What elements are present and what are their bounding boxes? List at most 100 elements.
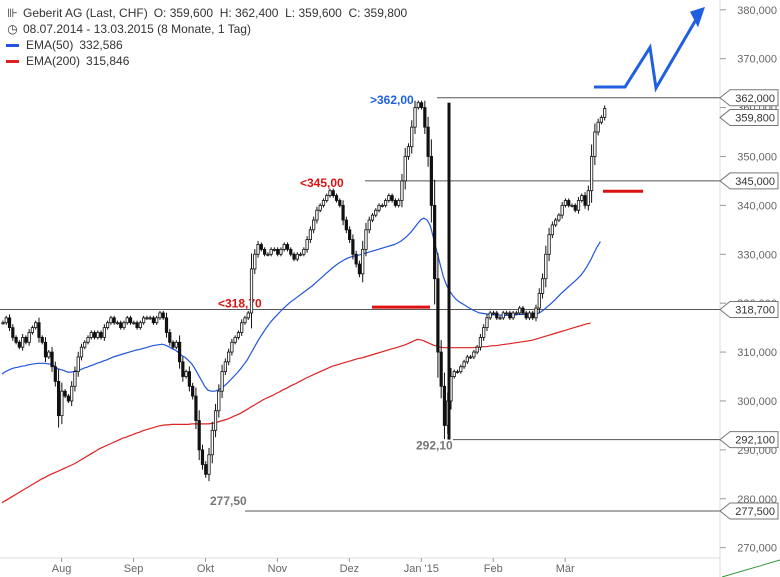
candle-body — [128, 317, 133, 324]
candle-body — [56, 381, 61, 417]
candle-body — [537, 292, 541, 309]
candle-body — [576, 200, 581, 211]
candle-body — [70, 385, 74, 402]
candle-body — [511, 312, 515, 319]
candle-body — [14, 336, 18, 343]
y-tick-label: 370,000 — [737, 54, 777, 66]
candle-body — [596, 121, 600, 133]
candle-body — [262, 248, 267, 255]
candle-body — [53, 366, 57, 382]
candle-body — [387, 195, 391, 201]
candle-body — [177, 341, 182, 363]
level-tag-text: 345,000 — [735, 176, 775, 188]
candle-body — [308, 229, 312, 241]
candlestick-icon: ⊪ — [7, 6, 18, 20]
candle-body — [112, 317, 116, 324]
level-label: <318,70 — [218, 297, 262, 311]
candle-body — [204, 464, 208, 475]
candle-body — [374, 209, 378, 216]
candle-body — [171, 341, 175, 348]
candle-body — [109, 317, 113, 324]
y-tick-label: 270,000 — [737, 543, 777, 555]
ema200-swatch — [6, 59, 19, 63]
candle-body — [161, 312, 165, 319]
x-tick-label: Mär — [556, 563, 575, 575]
level-tag-text: 277,500 — [735, 506, 775, 518]
candle-body — [213, 410, 218, 431]
candle-body — [125, 317, 129, 324]
candle-body — [364, 229, 368, 250]
candle-body — [485, 317, 489, 329]
candle-body — [501, 312, 505, 319]
level-price-tag — [719, 172, 779, 190]
candle-body — [383, 200, 388, 206]
candle-body — [426, 126, 430, 157]
candle-body — [253, 253, 257, 270]
candle-body — [403, 156, 407, 182]
candle-body — [413, 107, 417, 128]
candle-body — [567, 200, 571, 206]
legend-range-row: ◷ 08.07.2014 - 13.03.2015 (8 Monate, 1 T… — [6, 21, 407, 37]
candle-body — [269, 248, 273, 255]
x-tick-label: Sep — [124, 563, 144, 575]
candle-body — [393, 200, 398, 206]
candle-body — [478, 336, 483, 348]
candle-body — [210, 429, 214, 456]
candle-body — [266, 253, 270, 256]
candle-body — [593, 131, 597, 157]
candle-body — [50, 351, 54, 368]
candle-body — [220, 371, 224, 392]
y-tick-label: 350,000 — [737, 151, 777, 163]
candle-body — [482, 327, 486, 338]
x-tick-label: Aug — [52, 563, 72, 575]
candle-body — [99, 332, 103, 338]
candle-body — [184, 371, 188, 377]
candle-body — [318, 204, 322, 211]
candle-body — [370, 214, 375, 221]
candle-body — [34, 322, 38, 329]
candle-body — [550, 224, 554, 236]
candle-body — [315, 209, 319, 221]
candle-body — [459, 366, 463, 373]
candle-body — [7, 317, 12, 329]
candle-body — [397, 200, 401, 206]
candle-body — [504, 312, 509, 315]
candle-body — [76, 356, 80, 373]
level-price-tag — [719, 431, 779, 449]
candles-group — [1, 100, 607, 482]
candle-body — [439, 351, 443, 387]
x-tick-label: Nov — [268, 563, 288, 575]
level-tag-text: 362,000 — [735, 93, 775, 105]
trend-line-fragment — [721, 559, 780, 577]
candle-body — [531, 312, 535, 319]
y-tick-label: 300,000 — [737, 396, 777, 408]
candle-body — [521, 307, 525, 314]
level-label: >362,00 — [370, 93, 414, 107]
candle-body — [86, 336, 90, 343]
candle-body — [475, 346, 479, 353]
instrument-title: Geberit AG (Last, CHF) — [23, 6, 148, 20]
candle-body — [194, 395, 198, 421]
candle-body — [462, 361, 466, 368]
candle-body — [164, 317, 169, 333]
candle-body — [534, 307, 538, 319]
level-price-tag — [719, 89, 779, 107]
chart-legend: ⊪ Geberit AG (Last, CHF) O: 359,600 H: 3… — [6, 5, 407, 69]
candle-body — [495, 312, 499, 319]
candle-body — [367, 219, 371, 231]
level-tag-text: 292,100 — [735, 435, 775, 447]
candle-body — [227, 351, 231, 363]
candle-body — [406, 146, 411, 157]
candle-body — [390, 195, 394, 201]
level-price-tag — [719, 502, 779, 520]
x-tick-label: Feb — [484, 563, 503, 575]
gap-down-candle — [447, 102, 451, 440]
candle-body — [73, 371, 77, 387]
candle-body — [155, 317, 159, 324]
date-range: 08.07.2014 - 13.03.2015 (8 Monate, 1 Tag… — [23, 22, 251, 36]
candle-body — [279, 248, 283, 255]
candle-body — [321, 200, 326, 206]
candle-body — [344, 219, 348, 231]
legend-title-row: ⊪ Geberit AG (Last, CHF) O: 359,600 H: 3… — [6, 5, 407, 21]
